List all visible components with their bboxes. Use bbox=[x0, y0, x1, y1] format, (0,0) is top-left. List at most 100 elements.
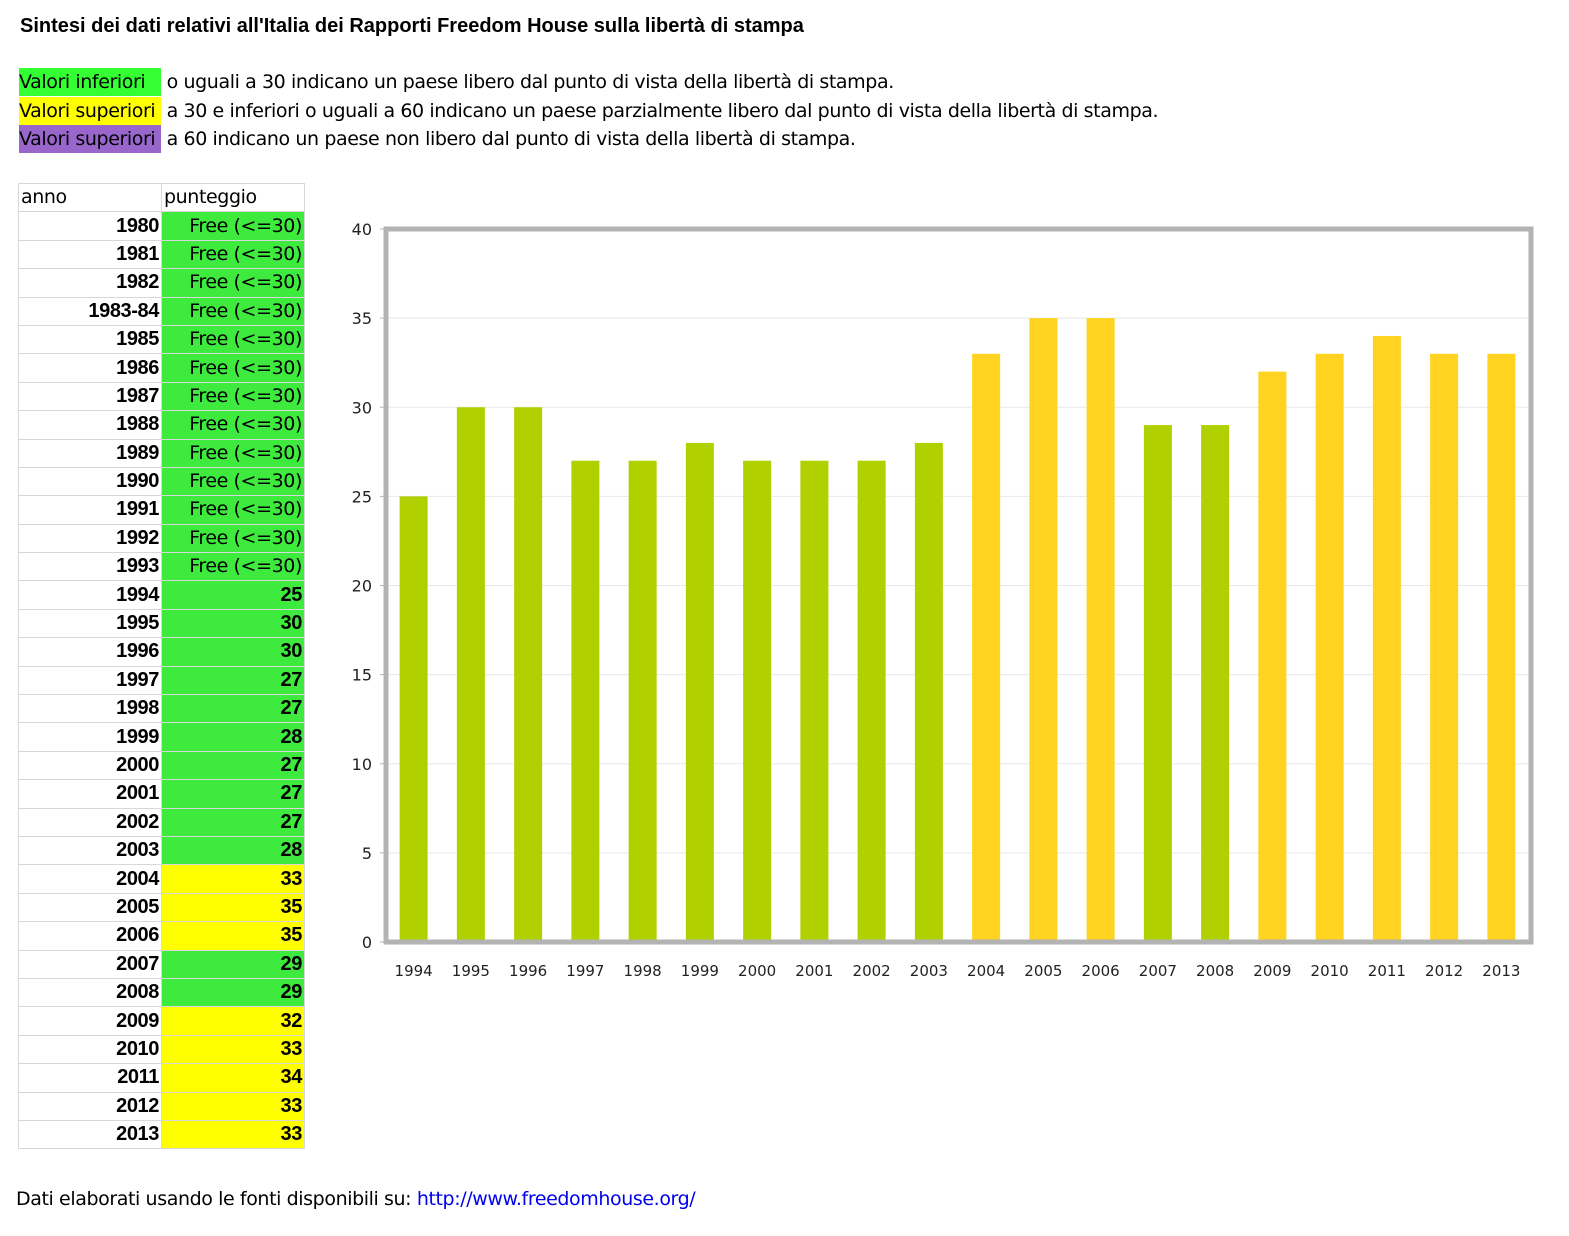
x-tick-label: 2001 bbox=[795, 962, 833, 980]
score-cell: 35 bbox=[161, 921, 305, 951]
table-row: 1991 Free (<=30) bbox=[18, 495, 305, 525]
table-header-row: anno punteggio bbox=[18, 182, 305, 213]
y-tick-label: 5 bbox=[362, 844, 372, 863]
score-cell: Free (<=30) bbox=[161, 211, 305, 241]
score-cell: 32 bbox=[161, 1006, 305, 1036]
table-row: 1986 Free (<=30) bbox=[18, 353, 305, 383]
year-cell: 1983-84 bbox=[18, 296, 162, 326]
table-row: 1999 28 bbox=[18, 722, 305, 752]
y-tick-label: 30 bbox=[352, 398, 372, 417]
bar bbox=[1029, 318, 1058, 942]
score-cell: Free (<=30) bbox=[161, 353, 305, 383]
score-cell: 27 bbox=[161, 807, 305, 837]
bar bbox=[1258, 371, 1287, 943]
table-row: 2005 35 bbox=[18, 892, 305, 923]
legend-line: Valori superiori a 30 e inferiori o ugua… bbox=[19, 96, 1159, 125]
bar bbox=[972, 353, 1001, 942]
score-cell: Free (<=30) bbox=[161, 552, 305, 582]
table-row: 2008 29 bbox=[18, 977, 305, 1008]
bar bbox=[743, 460, 772, 942]
score-cell: 30 bbox=[161, 637, 305, 667]
x-tick-label: 2006 bbox=[1082, 962, 1120, 980]
source-link[interactable]: http://www.freedomhouse.org/ bbox=[416, 1188, 696, 1210]
x-tick-label: 2004 bbox=[967, 962, 1005, 980]
table-row: 2013 33 bbox=[18, 1119, 305, 1150]
x-tick-label: 2003 bbox=[910, 962, 948, 980]
bar bbox=[1201, 425, 1230, 942]
score-cell: Free (<=30) bbox=[161, 523, 305, 554]
legend-highlight: Valori superiori bbox=[19, 125, 161, 153]
score-cell: 29 bbox=[161, 977, 305, 1008]
legend-text: a 60 indicano un paese non libero dal pu… bbox=[161, 128, 856, 150]
legend-line: Valori superiori a 60 indicano un paese … bbox=[19, 125, 856, 153]
y-tick-label: 25 bbox=[352, 487, 372, 506]
year-cell: 1996 bbox=[18, 637, 162, 667]
score-cell: Free (<=30) bbox=[161, 239, 305, 270]
table-row: 1995 30 bbox=[18, 608, 305, 639]
score-cell: 33 bbox=[161, 1091, 305, 1121]
score-cell: 33 bbox=[161, 1119, 305, 1150]
score-cell: 25 bbox=[161, 580, 305, 610]
y-tick-label: 10 bbox=[352, 755, 372, 774]
table-row: 2011 34 bbox=[18, 1063, 305, 1093]
y-tick-label: 40 bbox=[352, 220, 372, 239]
year-cell: 2002 bbox=[18, 807, 162, 837]
year-cell: 2003 bbox=[18, 835, 162, 866]
x-tick-label: 2011 bbox=[1368, 962, 1406, 980]
x-tick-label: 1995 bbox=[452, 962, 490, 980]
legend-line: Valori inferiori o uguali a 30 indicano … bbox=[19, 68, 894, 96]
year-cell: 1989 bbox=[18, 438, 162, 468]
bar bbox=[1143, 425, 1172, 942]
x-tick-label: 2007 bbox=[1139, 962, 1177, 980]
score-cell: Free (<=30) bbox=[161, 438, 305, 468]
page-title: Sintesi dei dati relativi all'Italia dei… bbox=[20, 15, 804, 37]
footer-text: Dati elaborati usando le fonti disponibi… bbox=[16, 1188, 417, 1210]
x-tick-label: 1998 bbox=[624, 962, 662, 980]
legend-highlight: Valori superiori bbox=[19, 96, 161, 125]
score-cell: 35 bbox=[161, 892, 305, 923]
data-table: anno punteggio 1980 Free (<=30) 1981 Free (… bbox=[18, 182, 305, 1150]
year-cell: 2010 bbox=[18, 1034, 162, 1065]
table-row: 2006 35 bbox=[18, 921, 305, 951]
table-row: 1982 Free (<=30) bbox=[18, 268, 305, 298]
table-row: 1992 Free (<=30) bbox=[18, 523, 305, 554]
bar bbox=[1372, 335, 1401, 942]
score-cell: Free (<=30) bbox=[161, 495, 305, 525]
table-row: 2007 29 bbox=[18, 949, 305, 979]
x-tick-label: 2013 bbox=[1482, 962, 1520, 980]
score-cell: 29 bbox=[161, 949, 305, 979]
legend-highlight: Valori inferiori bbox=[19, 68, 161, 96]
bar bbox=[1086, 318, 1115, 942]
header-punteggio: punteggio bbox=[161, 182, 305, 213]
year-cell: 1991 bbox=[18, 495, 162, 525]
bar bbox=[456, 407, 485, 942]
year-cell: 2005 bbox=[18, 892, 162, 923]
year-cell: 2004 bbox=[18, 864, 162, 894]
score-cell: 34 bbox=[161, 1063, 305, 1093]
x-tick-label: 1999 bbox=[681, 962, 719, 980]
bar bbox=[685, 442, 714, 942]
x-tick-label: 2002 bbox=[853, 962, 891, 980]
table-row: 1994 25 bbox=[18, 580, 305, 610]
table-row: 2009 32 bbox=[18, 1006, 305, 1036]
score-cell: Free (<=30) bbox=[161, 410, 305, 440]
bar bbox=[1430, 353, 1459, 942]
table-row: 1981 Free (<=30) bbox=[18, 239, 305, 270]
year-cell: 2013 bbox=[18, 1119, 162, 1150]
bar bbox=[1315, 353, 1344, 942]
x-tick-label: 1994 bbox=[395, 962, 433, 980]
x-tick-label: 2009 bbox=[1253, 962, 1291, 980]
x-tick-label: 1997 bbox=[566, 962, 604, 980]
bar bbox=[571, 460, 600, 942]
table-row: 1996 30 bbox=[18, 637, 305, 667]
x-tick-label: 2008 bbox=[1196, 962, 1234, 980]
bar bbox=[514, 407, 543, 942]
footer: Dati elaborati usando le fonti disponibi… bbox=[16, 1188, 696, 1210]
table-row: 1998 27 bbox=[18, 694, 305, 724]
table-row: 2003 28 bbox=[18, 835, 305, 866]
x-tick-label: 2005 bbox=[1024, 962, 1062, 980]
score-cell: Free (<=30) bbox=[161, 324, 305, 355]
year-cell: 1981 bbox=[18, 239, 162, 270]
table-row: 2012 33 bbox=[18, 1091, 305, 1121]
legend-text: a 30 e inferiori o uguali a 60 indicano … bbox=[161, 99, 1159, 122]
